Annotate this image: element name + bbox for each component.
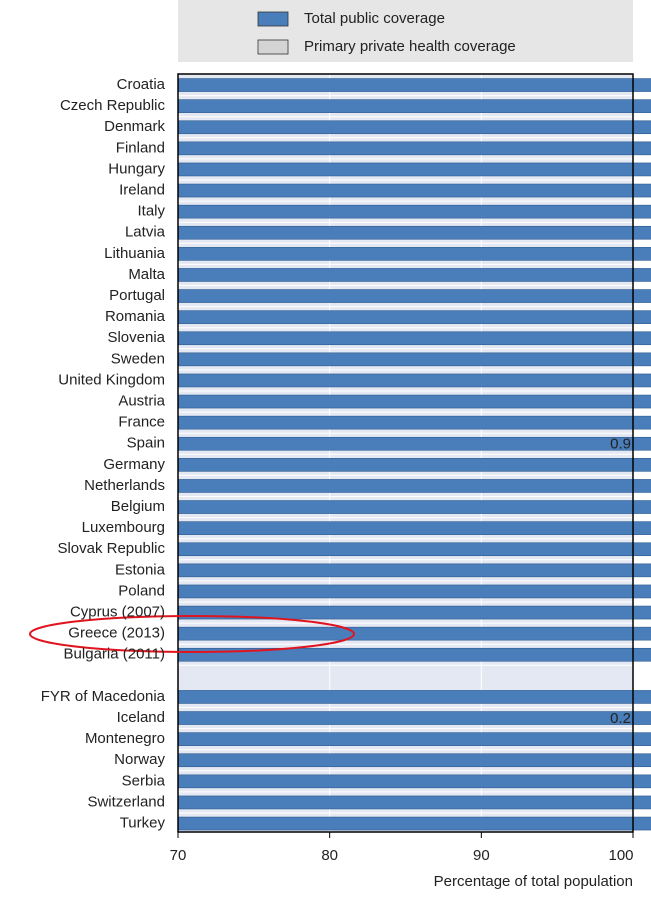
data-label: 0.9 — [610, 436, 631, 453]
y-tick-label: Sweden — [111, 350, 165, 367]
bar — [177, 584, 651, 599]
bar — [177, 204, 651, 219]
bar — [177, 795, 651, 810]
y-tick-label: United Kingdom — [58, 371, 165, 388]
y-tick-label: Bulgaria (2011) — [64, 646, 165, 663]
y-tick-label: Luxembourg — [82, 519, 165, 536]
bar — [177, 711, 651, 725]
y-tick-label: Romania — [105, 308, 166, 325]
bar — [177, 268, 651, 282]
legend-label: Total public coverage — [304, 10, 445, 27]
x-tick-label: 100 — [608, 847, 633, 864]
bar — [177, 352, 651, 367]
bar — [177, 816, 651, 831]
x-axis-label: Percentage of total population — [434, 873, 633, 890]
bar — [177, 141, 651, 156]
y-tick-label: Czech Republic — [60, 97, 166, 114]
y-tick-label: Serbia — [122, 772, 166, 789]
x-tick-label: 70 — [170, 847, 187, 864]
legend-label: Primary private health coverage — [304, 38, 516, 55]
y-tick-label: Malta — [128, 266, 165, 283]
bar — [177, 521, 651, 535]
bar — [177, 479, 651, 493]
bar — [177, 626, 651, 641]
bar — [177, 120, 651, 135]
bar — [177, 394, 651, 409]
bar — [177, 458, 651, 472]
bar — [177, 753, 651, 768]
y-tick-label: Latvia — [125, 224, 166, 241]
y-tick-label: Denmark — [104, 118, 165, 135]
y-tick-label: Estonia — [115, 561, 166, 578]
bar — [177, 500, 651, 514]
bar — [177, 78, 651, 92]
bar — [177, 183, 651, 198]
bar — [177, 563, 651, 578]
plot-background — [178, 74, 633, 832]
legend-swatch — [257, 11, 289, 27]
y-tick-label: Switzerland — [87, 793, 165, 810]
y-tick-label: Norway — [114, 751, 165, 768]
legend-box — [178, 0, 633, 62]
bar — [177, 331, 651, 346]
y-tick-label: Ireland — [119, 182, 165, 199]
y-tick-label: Croatia — [117, 76, 166, 93]
y-tick-label: Spain — [127, 435, 165, 452]
x-tick-label: 90 — [473, 847, 490, 864]
highlight-ellipse — [29, 615, 355, 653]
y-tick-label: Poland — [118, 582, 165, 599]
data-label: 0.2 — [610, 710, 631, 727]
y-tick-label: Montenegro — [85, 730, 165, 747]
y-tick-label: Germany — [103, 456, 165, 473]
y-tick-label: Italy — [137, 203, 165, 220]
y-tick-label: Belgium — [111, 498, 165, 515]
bar — [177, 436, 651, 451]
bar — [177, 162, 651, 177]
bar — [177, 690, 651, 704]
y-tick-label: Cyprus (2007) — [70, 604, 165, 621]
y-tick-label: FYR of Macedonia — [41, 688, 166, 705]
bar — [177, 732, 651, 746]
y-tick-label: Netherlands — [84, 477, 165, 494]
y-tick-label: Slovenia — [107, 329, 165, 346]
bar — [177, 774, 651, 789]
bar — [177, 373, 651, 388]
y-tick-label: Greece (2013) — [68, 625, 165, 642]
y-tick-label: Portugal — [109, 287, 165, 304]
bar — [177, 415, 651, 430]
bar — [177, 99, 651, 113]
y-tick-label: France — [118, 414, 165, 431]
y-tick-label: Lithuania — [104, 245, 166, 262]
y-tick-label: Hungary — [108, 160, 165, 177]
y-tick-label: Slovak Republic — [57, 540, 165, 557]
bar — [177, 289, 651, 303]
bar — [177, 247, 651, 261]
y-tick-label: Finland — [116, 139, 165, 156]
y-tick-label: Turkey — [120, 815, 166, 832]
y-tick-label: Iceland — [117, 709, 165, 726]
bar — [177, 542, 651, 557]
y-tick-label: Austria — [118, 393, 165, 410]
legend-swatch — [257, 39, 289, 55]
bar — [177, 225, 651, 240]
bar — [177, 310, 651, 324]
plot-frame — [177, 73, 634, 833]
x-tick-label: 80 — [321, 847, 338, 864]
